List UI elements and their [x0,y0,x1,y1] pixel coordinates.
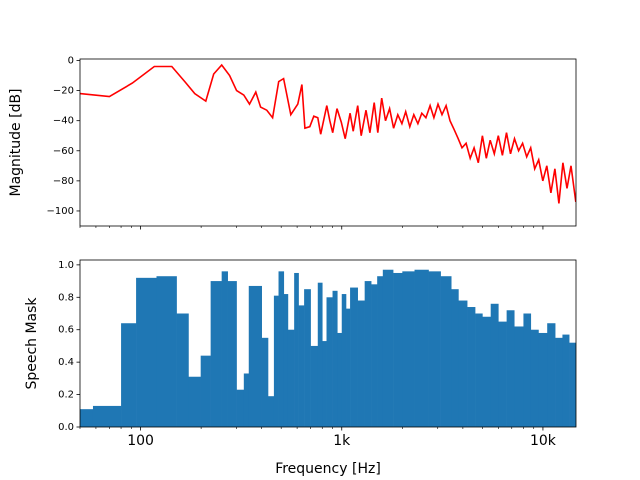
bar [440,276,452,427]
bar [227,281,237,427]
bar [562,334,570,427]
bar [243,373,250,427]
bar [523,313,532,427]
bar [467,307,476,427]
bar [294,272,299,427]
bar [326,297,333,427]
axes-frame [79,58,577,227]
bar [377,276,384,427]
x-tick-label: 100 [127,433,154,449]
bar [261,337,269,427]
x-axis-label: Frequency [Hz] [275,461,381,477]
bar [393,272,403,427]
bar [136,277,157,427]
bar [304,289,311,427]
bar [482,316,491,427]
bar [382,269,394,427]
x-tick-label: 1k [333,433,351,449]
y-tick-label: −20 [53,86,74,97]
bar [428,271,441,427]
y-tick-label: −100 [47,206,74,217]
bar [121,323,137,427]
bar [210,281,222,427]
bar [337,332,343,427]
y-tick-label: 0.8 [58,292,74,303]
plot-area [80,269,576,427]
bar [498,321,507,427]
bar [341,294,347,427]
bar [346,308,351,427]
y-tick-label: 0.2 [58,390,74,401]
y-tick-label: 0.0 [58,422,74,433]
y-tick-label: 0.6 [58,325,74,336]
bar [357,300,365,427]
bar [506,310,515,427]
y-tick-label: 0 [68,56,74,67]
axes-frame [79,259,577,428]
bar [569,342,576,427]
bar [490,303,499,427]
bar [555,337,563,427]
bar [248,285,262,427]
bar [236,389,245,427]
magnitude-line [80,63,576,204]
bar [371,284,378,427]
bar [200,355,211,427]
y-tick-label: −40 [53,116,74,127]
bar [451,289,459,427]
bar [414,269,429,427]
bar [92,405,122,427]
bar [317,282,323,427]
bar [176,313,189,427]
y-tick-label: 1.0 [58,260,74,271]
bar [156,276,177,427]
bar [538,332,548,427]
bar [458,300,468,427]
bar [547,323,556,427]
y-tick-label: −60 [53,146,74,157]
bar [221,271,228,427]
bar [322,341,327,427]
bar [273,295,279,427]
bar [350,287,358,427]
bar [530,329,539,427]
bar [268,396,275,427]
x-tick-label: 10k [530,433,557,449]
y-tick-label: 0.4 [58,357,74,368]
bar [298,305,305,427]
bar [475,313,483,427]
y-axis-label: Speech Mask [24,297,40,390]
bar [310,345,319,427]
bar [514,326,524,427]
bar [402,271,415,427]
plot-area [80,63,576,204]
y-axis-label: Magnitude [dB] [8,88,24,196]
bar [287,329,295,427]
bar [332,290,338,427]
bar [80,409,94,427]
y-tick-label: −80 [53,176,74,187]
bar [188,376,201,427]
bar [364,281,372,427]
bar [283,294,289,427]
bar [278,271,285,427]
